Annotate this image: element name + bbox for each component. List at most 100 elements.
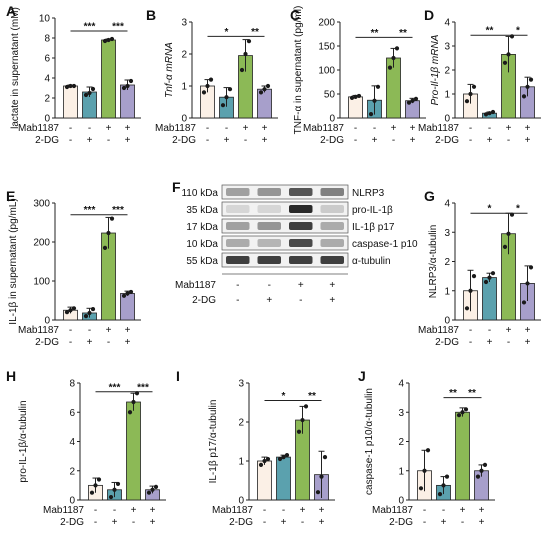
significance-label: ***	[84, 205, 96, 216]
data-point	[109, 216, 115, 221]
group-mark: -	[461, 517, 464, 528]
significance-label: **	[251, 27, 259, 38]
bar	[63, 85, 78, 119]
data-point	[96, 477, 102, 482]
y-tick-label: 0	[398, 496, 404, 507]
group-row-label: Mab1187	[303, 123, 344, 134]
data-point	[475, 474, 481, 479]
group-row-label: 2-DG	[389, 517, 413, 528]
data-point	[109, 36, 115, 42]
group-mark: +	[262, 135, 268, 146]
data-point	[277, 456, 283, 462]
significance-label: ***	[112, 22, 124, 33]
data-point	[64, 84, 70, 90]
y-tick-label: 150	[318, 42, 335, 53]
group-mark: -	[354, 135, 357, 146]
group-mark: +	[525, 135, 531, 146]
blot-band	[226, 188, 250, 196]
significance-label: **	[308, 391, 316, 402]
blot-band	[257, 205, 281, 213]
data-point	[502, 244, 508, 249]
panel-letter-d: D	[424, 7, 434, 23]
group-mark: -	[373, 123, 376, 134]
blot-band	[289, 256, 313, 264]
group-mark: +	[131, 505, 137, 516]
blot-band	[226, 222, 250, 230]
bar	[101, 39, 116, 119]
y-tick-label: 1	[181, 82, 187, 93]
blot-protein-label: NLRP3	[352, 188, 385, 199]
panel-letter-h: H	[6, 368, 16, 384]
group-mark: -	[107, 337, 110, 348]
blot-strip	[221, 235, 349, 251]
group-mark: -	[423, 517, 426, 528]
y-tick-label: 3	[444, 228, 450, 239]
group-mark: +	[224, 135, 230, 146]
y-tick-label: 3	[398, 408, 404, 419]
data-point	[108, 494, 114, 500]
data-point	[83, 314, 89, 319]
data-point	[89, 490, 95, 495]
significance-label: **	[399, 28, 407, 39]
group-mark: +	[87, 135, 93, 146]
panel-letter-c: C	[290, 7, 300, 23]
group-mark: -	[263, 505, 266, 516]
group-mark: +	[479, 505, 485, 516]
data-point	[506, 52, 511, 57]
bar	[276, 456, 291, 501]
panel-letter-b: B	[146, 7, 156, 23]
data-point	[125, 83, 130, 89]
data-point	[460, 410, 465, 415]
data-point	[262, 87, 267, 92]
group-mark: -	[206, 135, 209, 146]
panel-letter-j: J	[358, 368, 366, 384]
chart-panel-a: A 0 2 4 6 8 10 lactate in supernatant (mM) *** **…	[6, 3, 141, 146]
blot-kda-label: 17 kDa	[186, 222, 218, 233]
group-mark: +	[281, 517, 287, 528]
data-point	[87, 90, 92, 96]
group-mark: +	[125, 135, 131, 146]
blot-group-mark: +	[329, 295, 335, 306]
y-tick-label: 8	[44, 34, 50, 45]
group-mark: +	[372, 135, 378, 146]
y-tick-label: 1	[398, 466, 404, 477]
data-point	[506, 231, 511, 236]
data-point	[68, 83, 73, 89]
data-point	[487, 275, 492, 280]
y-tick-label: 300	[33, 199, 50, 210]
group-mark: +	[319, 517, 325, 528]
group-row-label: Mab1187	[372, 505, 413, 516]
panel-letter-e: E	[6, 188, 15, 204]
chart-panel-e: E 0 100 200 300 IL-1β in supernatant (pg/mL) *…	[6, 188, 141, 348]
data-point	[153, 484, 159, 489]
data-point	[468, 91, 473, 97]
group-mark: -	[69, 135, 72, 146]
group-row-label: Mab1187	[418, 123, 459, 134]
group-mark: +	[506, 123, 512, 134]
panel-letter-f: F	[172, 179, 181, 195]
blot-group-mark: +	[298, 280, 304, 291]
data-point	[482, 462, 488, 467]
data-point	[441, 483, 446, 488]
y-tick-label: 0	[69, 496, 75, 507]
data-point	[243, 51, 248, 57]
group-mark: +	[487, 135, 493, 146]
data-point	[150, 487, 155, 492]
blot-group-mark: +	[329, 280, 335, 291]
bar	[348, 96, 363, 119]
data-point	[125, 291, 130, 296]
bar	[126, 401, 141, 501]
data-point	[90, 86, 96, 92]
y-axis-label: IL-1β in supernatant (pg/mL)	[8, 198, 19, 324]
data-point	[368, 112, 374, 117]
data-point	[521, 94, 527, 99]
group-mark: -	[507, 337, 510, 348]
data-point	[102, 38, 108, 44]
panel-letter-a: A	[6, 3, 16, 19]
group-row-label: 2-DG	[320, 135, 344, 146]
y-tick-label: 2	[238, 418, 244, 429]
chart-panel-j: J 0 1 2 3 4 caspase-1 p10/α-tubulin ** ** Mab1187…	[358, 368, 495, 528]
y-tick-label: 0	[44, 316, 50, 327]
